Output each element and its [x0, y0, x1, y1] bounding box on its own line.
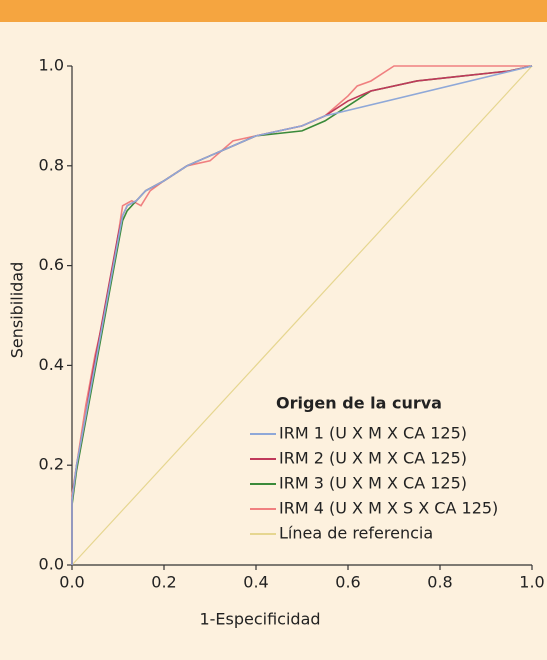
x-tick-label: 0.4	[243, 573, 268, 592]
legend-title: Origen de la curva	[276, 394, 442, 413]
legend-label: Línea de referencia	[279, 524, 433, 543]
y-tick-label: 0.6	[39, 255, 64, 274]
legend-label: IRM 4 (U X M X S X CA 125)	[279, 499, 498, 518]
x-tick-label: 1.0	[519, 573, 544, 592]
legend-label: IRM 1 (U X M X CA 125)	[279, 424, 467, 443]
legend-label: IRM 2 (U X M X CA 125)	[279, 449, 467, 468]
roc-line	[71, 65, 532, 565]
y-tick-label: 0.8	[39, 155, 64, 174]
x-axis-label: 1-Especificidad	[199, 610, 320, 629]
header-band	[0, 0, 547, 22]
roc-line	[71, 65, 533, 566]
roc-line	[71, 65, 533, 565]
y-tick-label: 0.0	[39, 555, 64, 574]
y-tick-label: 1.0	[39, 56, 64, 75]
x-tick-label: 0.6	[335, 573, 360, 592]
legend-label: IRM 3 (U X M X CA 125)	[279, 474, 467, 493]
x-tick-label: 0.0	[59, 573, 84, 592]
y-tick-label: 0.4	[39, 355, 64, 374]
y-axis-label: Sensibilidad	[8, 262, 27, 359]
x-tick-label: 0.8	[427, 573, 452, 592]
y-tick-label: 0.2	[39, 455, 64, 474]
x-tick-label: 0.2	[151, 573, 176, 592]
